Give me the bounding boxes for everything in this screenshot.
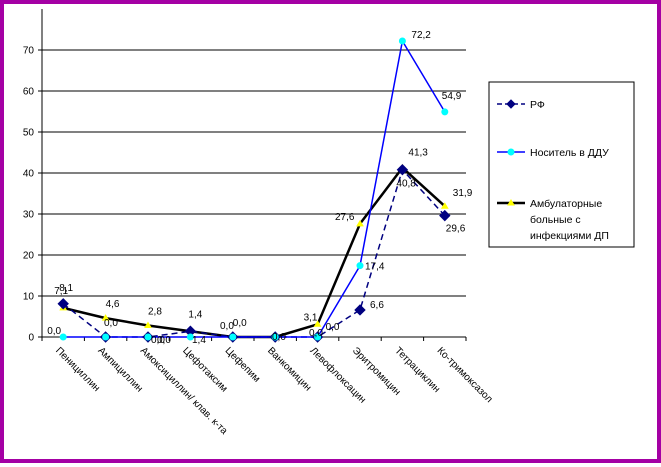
data-point xyxy=(229,333,237,341)
x-tick-label: Ампициллин xyxy=(95,345,144,394)
y-tick-label: 30 xyxy=(23,210,35,221)
data-label: 0,0 xyxy=(151,335,165,346)
data-label: 0,0 xyxy=(233,318,247,329)
data-point xyxy=(396,164,409,176)
data-point xyxy=(440,202,449,209)
y-tick-label: 10 xyxy=(23,292,35,303)
legend-label: Носитель в ДДУ xyxy=(530,147,609,159)
data-label: 0,0 xyxy=(326,322,340,333)
legend-marker xyxy=(506,99,516,109)
data-point xyxy=(59,333,67,341)
data-point xyxy=(356,219,364,227)
chart: 0 10 20 30 40 50 60 70 ПенициллинАмпициллинАмокс… xyxy=(23,9,635,437)
legend-box xyxy=(488,81,635,248)
data-point xyxy=(313,320,322,327)
data-point xyxy=(186,333,194,341)
data-label: 29,6 xyxy=(446,224,466,235)
x-tick-label: Ванкомицин xyxy=(265,345,313,393)
series-line xyxy=(63,40,446,338)
x-tick-label: Амоксициллин/ клав. к-та xyxy=(138,345,230,437)
y-tick-label: 40 xyxy=(23,169,35,180)
data-label: 1,4 xyxy=(192,335,206,346)
x-tick-label: Ко-тримоксазол xyxy=(435,345,495,405)
series-line xyxy=(62,166,446,339)
data-label: 27,6 xyxy=(335,212,355,223)
data-label: 4,6 xyxy=(106,299,120,310)
data-label: 2,8 xyxy=(148,307,162,318)
data-label: 0,0 xyxy=(272,332,286,343)
data-point xyxy=(314,333,322,341)
x-tick-label: Пенициллин xyxy=(53,345,102,394)
data-label: 72,2 xyxy=(411,30,431,41)
legend-label: больные с xyxy=(530,214,581,226)
data-label: 0,0 xyxy=(47,326,61,337)
x-tick-label: Цефепим xyxy=(223,345,263,385)
y-tick-label: 20 xyxy=(23,251,35,262)
data-label: 8,1 xyxy=(59,283,73,294)
y-tick-label: 60 xyxy=(23,87,35,98)
legend-marker xyxy=(507,199,515,206)
data-point xyxy=(102,333,110,341)
data-label: 1,4 xyxy=(188,309,202,320)
series-line xyxy=(62,168,446,338)
data-point xyxy=(101,314,110,321)
data-label: 0,0 xyxy=(220,321,234,332)
data-point xyxy=(356,262,364,270)
data-point xyxy=(144,321,152,329)
data-label: 0,0 xyxy=(309,328,323,339)
data-label: 17,4 xyxy=(365,262,385,273)
y-tick-label: 70 xyxy=(23,46,35,57)
legend-marker xyxy=(507,148,515,156)
data-label: 6,6 xyxy=(370,300,384,311)
data-point xyxy=(441,108,449,116)
data-label: 0,0 xyxy=(157,335,171,346)
data-point xyxy=(398,37,406,45)
data-point xyxy=(57,298,69,310)
y-tick-label: 50 xyxy=(23,128,35,139)
data-point xyxy=(271,333,279,341)
data-label: 54,9 xyxy=(442,91,462,102)
legend-label: Амбулаторные xyxy=(530,198,602,210)
legend-label: РФ xyxy=(530,99,545,111)
y-tick-label: 0 xyxy=(28,333,34,344)
data-label: 3,1 xyxy=(304,312,318,323)
data-point xyxy=(354,304,366,316)
data-label: 41,3 xyxy=(408,148,428,159)
data-label: 40,8 xyxy=(396,179,416,190)
data-point xyxy=(144,333,152,341)
data-label: 0,0 xyxy=(104,318,118,329)
legend-label: инфекциями ДП xyxy=(530,230,609,242)
data-label: 31,9 xyxy=(453,188,473,199)
data-label: 7,1 xyxy=(54,286,68,297)
data-point xyxy=(439,209,451,222)
